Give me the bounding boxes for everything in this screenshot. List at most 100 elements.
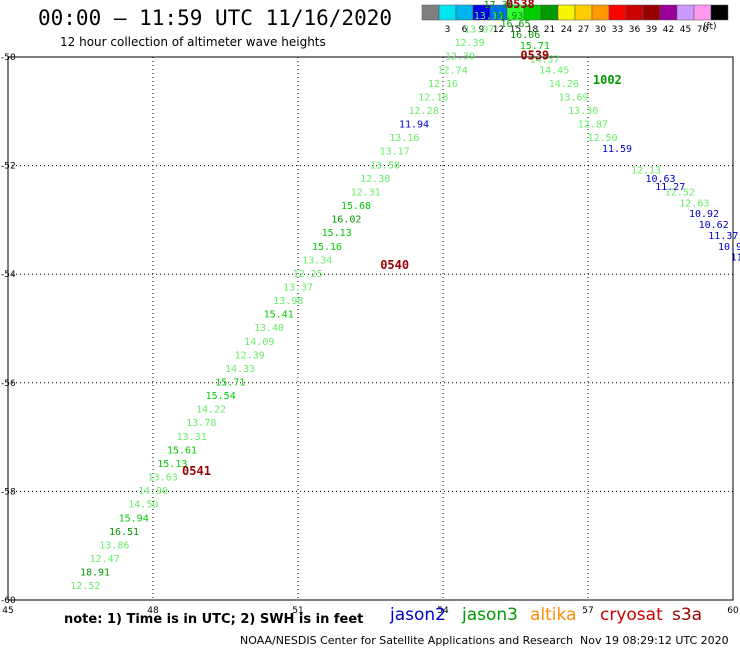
colorbar-tick-label: 39 [646, 25, 658, 35]
data-point-label: 13.78 [186, 418, 216, 429]
chart-grid [7, 56, 734, 601]
data-point-label: 14.22 [196, 405, 226, 416]
data-point-label: 12.74 [438, 65, 468, 76]
data-point-label: 12.52 [665, 187, 695, 198]
data-point-label: 12.39 [445, 52, 475, 63]
colorbar-unit: (ft) [703, 22, 717, 32]
x-tick-label: 48 [147, 606, 159, 616]
data-point-label: 15.71 [520, 41, 550, 52]
data-point-label: 13.98 [273, 296, 303, 307]
colorbar-tick-label: 42 [663, 25, 674, 35]
data-point-label: 14.50 [128, 500, 158, 511]
colorbar-tick-label: 36 [629, 25, 641, 35]
data-point-label: 12.50 [587, 133, 617, 144]
data-point-label: 16.51 [109, 527, 139, 538]
y-tick-label: -50 [1, 53, 16, 63]
data-point-label: 11.27 [655, 182, 685, 193]
y-tick-label: -54 [1, 270, 16, 280]
page-title: 00:00 — 11:59 UTC 11/16/2020 [38, 6, 393, 30]
chart-points: 12.52 18.91 12.47 13.86 16.51 15.94 14.50 14.90… [70, 0, 740, 592]
plot-frame [7, 56, 734, 601]
colorbar-swatch [438, 4, 457, 21]
y-tick-label: -52 [1, 162, 16, 172]
colorbar-tick-label: 15 [510, 25, 521, 35]
data-point-label: 15.54 [206, 391, 236, 402]
colorbar-swatch [710, 4, 729, 21]
data-point-label: 14.26 [549, 79, 579, 90]
page-subtitle: 12 hour collection of altimeter wave hei… [60, 35, 326, 49]
data-point-label: 12.39 [455, 38, 485, 49]
data-point-label: 13.07 [464, 25, 494, 36]
pass-time-label: 0538 [506, 0, 535, 11]
data-point-label: 10.62 [699, 220, 729, 231]
data-point-label: 10.92 [689, 209, 719, 220]
x-tick-label: 60 [727, 606, 739, 616]
x-tick-label: 51 [292, 606, 303, 616]
data-point-label: 13.11 [474, 11, 504, 22]
data-point-label: 11.59 [602, 144, 632, 155]
legend-jason3: jason3 [462, 605, 518, 625]
colorbar-swatch [455, 4, 474, 21]
data-point-label: 13.34 [302, 255, 332, 266]
data-point-label: 14.90 [138, 486, 168, 497]
pass-time-label: 0541 [182, 464, 211, 478]
y-tick-label: -56 [1, 379, 16, 389]
data-point-label: 13.31 [177, 432, 207, 443]
colorbar-tick-label: 21 [544, 25, 555, 35]
data-point-label: 13.86 [99, 540, 129, 551]
legend-s3a: s3a [672, 605, 703, 625]
legend-jason2: jason2 [390, 605, 446, 625]
data-point-label: 16.06 [510, 30, 540, 41]
data-point-label: 12.39 [235, 350, 265, 361]
colorbar-tick-label: 9 [479, 25, 485, 35]
x-tick-label: 45 [2, 606, 13, 616]
data-point-label: 15.13 [322, 228, 352, 239]
data-point-label: 11.9 [731, 253, 740, 264]
colorbar-swatch [608, 4, 627, 21]
data-point-label: 10.63 [645, 174, 675, 185]
data-point-label: 12.18 [418, 92, 448, 103]
chart-axes: 45 48 51 54 57 60 -50 -52 -54 -56 -58 -60 [1, 53, 739, 616]
colorbar-swatch [540, 4, 559, 21]
colorbar-tick-label: 33 [612, 25, 623, 35]
colorbar-tick-label: 27 [578, 25, 589, 35]
data-point-label: 17.36 [484, 0, 514, 11]
data-point-label: 13.17 [380, 147, 410, 158]
colorbar-swatch [421, 4, 440, 21]
data-point-label: 12.87 [578, 120, 608, 131]
data-point-label: 15.61 [167, 445, 197, 456]
data-point-label: 12.16 [428, 79, 458, 90]
colorbar-swatch [591, 4, 610, 21]
data-point-label: 15.94 [119, 513, 149, 524]
data-point-label: 14.45 [539, 65, 569, 76]
colorbar-tick-label: 24 [561, 25, 573, 35]
data-point-label: 14.33 [225, 364, 255, 375]
colorbar-swatch [659, 4, 678, 21]
colorbar-swatch [693, 4, 712, 21]
y-tick-label: -60 [1, 596, 16, 606]
colorbar-tick-label: 30 [595, 25, 607, 35]
colorbar-tick-label: 3 [445, 25, 451, 35]
pass-time-label: 1002 [593, 73, 622, 87]
data-point-label: 11.94 [399, 120, 429, 131]
data-point-label: 16.02 [331, 215, 361, 226]
x-tick-label: 54 [437, 606, 449, 616]
colorbar-tick-label: 45 [680, 25, 691, 35]
data-point-label: 15.71 [215, 378, 245, 389]
y-tick-label: -58 [1, 487, 16, 497]
data-point-label: 15.13 [157, 459, 187, 470]
data-point-label: 12.13 [631, 166, 661, 177]
data-point-label: 18.91 [80, 568, 110, 579]
legend-cryosat: cryosat [600, 605, 663, 625]
data-point-label: 11.37 [708, 231, 738, 242]
data-point-label: 15.16 [312, 242, 342, 253]
data-point-label: 16.93 [493, 11, 523, 22]
colorbar: 3 6 9 12 15 18 21 24 27 30 33 36 39 42 45 70 [421, 4, 729, 35]
data-point-label: 12.38 [360, 174, 390, 185]
colorbar-swatch [625, 4, 644, 21]
data-point-label: 13.63 [148, 473, 178, 484]
legend-altika: altika [530, 605, 577, 625]
x-tick-label: 57 [582, 606, 593, 616]
footer-generated-time: Nov 19 08:29:12 UTC 2020 [580, 634, 729, 647]
